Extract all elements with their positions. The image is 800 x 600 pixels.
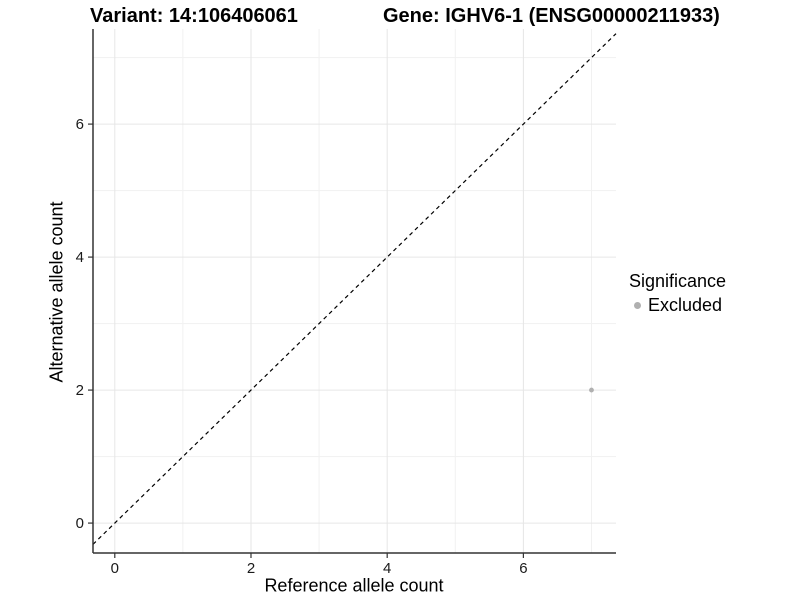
legend: Significance Excluded — [629, 271, 726, 316]
y-axis-label: Alternative allele count — [46, 201, 67, 383]
data-point — [589, 387, 594, 393]
legend-title: Significance — [629, 271, 727, 291]
y-tick-label: 2 — [76, 382, 84, 399]
gene-title: Gene: IGHV6-1 (ENSG00000211933) — [383, 5, 720, 27]
legend-item-excluded: Excluded — [629, 295, 726, 316]
y-tick-label: 4 — [76, 249, 84, 266]
x-tick-label: 6 — [519, 560, 527, 577]
x-tick-label: 2 — [247, 560, 255, 577]
x-tick-label: 0 — [111, 560, 119, 577]
x-tick-label: 4 — [383, 560, 391, 577]
excluded-point-icon — [634, 302, 641, 309]
variant-title: Variant: 14:106406061 — [90, 5, 298, 27]
identity-reference-line — [92, 33, 617, 545]
x-axis-label: Reference allele count — [264, 575, 444, 596]
legend-item-label: Excluded — [648, 295, 723, 315]
y-tick-label: 6 — [76, 116, 84, 133]
y-tick-label: 0 — [76, 515, 84, 532]
